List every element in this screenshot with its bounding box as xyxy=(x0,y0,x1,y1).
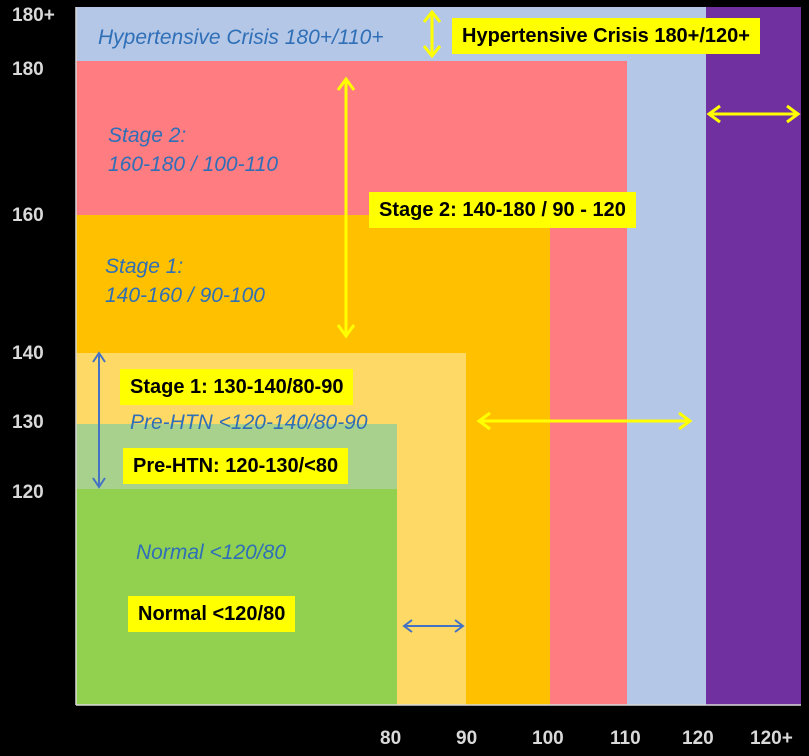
crisis-new-zone xyxy=(706,7,801,705)
x-tick-110: 110 xyxy=(610,728,641,749)
x-tick-120: 120 xyxy=(682,728,714,749)
new-stage2-label: Stage 2: 140-180 / 90 - 120 xyxy=(369,192,636,228)
x-tick-100: 100 xyxy=(532,728,564,749)
old-prehtn-label: Pre-HTN <120-140/80-90 xyxy=(130,411,368,434)
old-stage2-label-line1: Stage 2: xyxy=(108,124,187,147)
new-normal-label: Normal <120/80 xyxy=(128,596,296,632)
old-normal-label: Normal <120/80 xyxy=(136,541,287,564)
diastolic-80-90-blue-arrow xyxy=(402,619,465,633)
old-stage1-label-line2: 140-160 / 90-100 xyxy=(105,284,265,307)
stage1-vertical-blue-arrow xyxy=(92,351,106,489)
y-tick-130: 130 xyxy=(12,412,44,433)
stage2-vertical-arrow xyxy=(336,76,356,339)
crisis-vertical-arrow xyxy=(422,9,442,59)
old-crisis-label: Hypertensive Crisis 180+/110+ xyxy=(98,26,384,49)
new-crisis-label: Hypertensive Crisis 180+/120+ xyxy=(452,18,760,54)
x-tick-90: 90 xyxy=(456,728,478,749)
new-prehtn-label: Pre-HTN: 120-130/<80 xyxy=(123,448,349,484)
new-stage1-label: Stage 1: 130-140/80-90 xyxy=(120,369,354,405)
y-tick-160: 160 xyxy=(12,205,44,226)
crisis-horizontal-arrow xyxy=(706,104,801,124)
y-tick-180plus: 180+ xyxy=(12,5,55,26)
x-tick-80: 80 xyxy=(380,728,402,749)
y-tick-140: 140 xyxy=(12,343,44,364)
x-tick-120plus: 120+ xyxy=(750,728,793,749)
diastolic-90-120-arrow xyxy=(476,411,693,431)
old-stage1-label-line1: Stage 1: xyxy=(105,255,184,278)
y-tick-120: 120 xyxy=(12,482,44,503)
y-tick-180: 180 xyxy=(12,59,44,80)
old-stage2-label-line2: 160-180 / 100-110 xyxy=(108,153,279,176)
